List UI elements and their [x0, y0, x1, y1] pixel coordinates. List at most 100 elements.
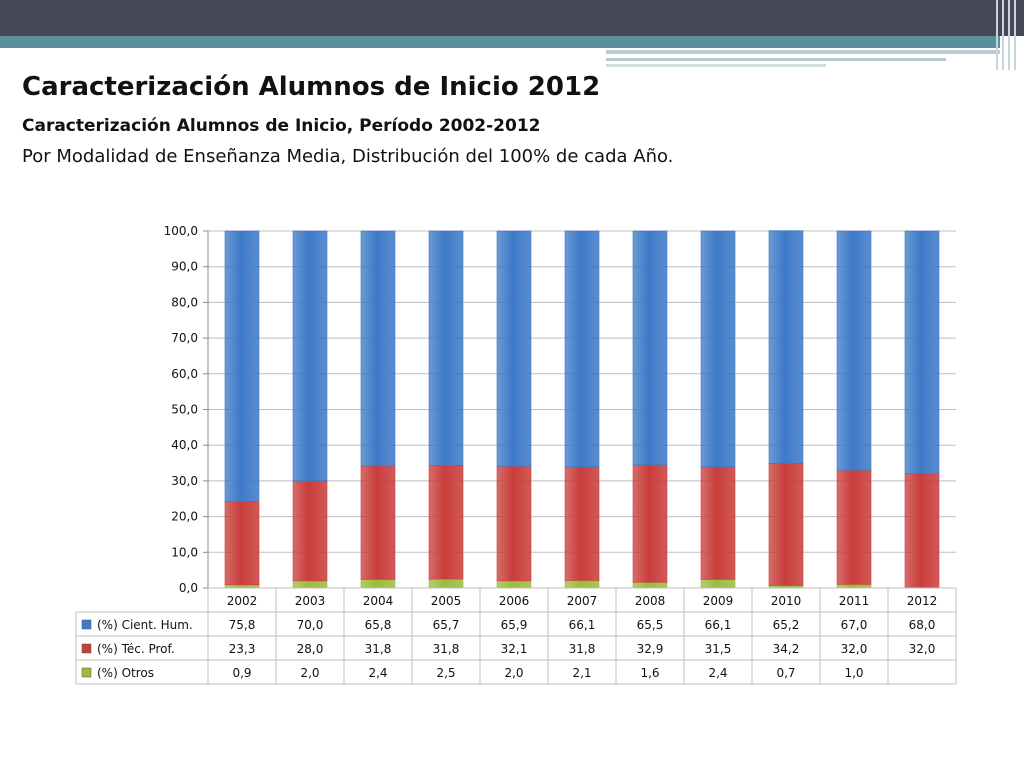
- x-category-label: 2010: [771, 594, 802, 608]
- bar-segment: [428, 230, 464, 466]
- bar-segment: [564, 230, 600, 468]
- bar-segment: [360, 579, 396, 589]
- data-table-value: 31,5: [705, 642, 732, 656]
- legend-swatch: [81, 667, 92, 678]
- bar-segment: [428, 465, 464, 580]
- header-bar: [0, 0, 1024, 36]
- data-table-value: 2,0: [300, 666, 319, 680]
- x-category-label: 2004: [363, 594, 394, 608]
- y-tick-label: 70,0: [171, 331, 198, 345]
- data-table-value: 66,1: [569, 618, 596, 632]
- slide-title: Caracterización Alumnos de Inicio 2012: [22, 72, 601, 102]
- data-table-value: 1,0: [844, 666, 863, 680]
- data-table-value: 75,8: [229, 618, 256, 632]
- corner-decoration: [992, 0, 1024, 70]
- bar-segment: [836, 469, 872, 585]
- bar-segment: [836, 230, 872, 471]
- data-table-value: 2,0: [504, 666, 523, 680]
- accent-stripe: [0, 36, 1000, 48]
- y-tick-label: 100,0: [164, 224, 198, 238]
- bar-segment: [904, 473, 940, 589]
- data-table-value: 65,2: [773, 618, 800, 632]
- bar-segment: [700, 466, 736, 580]
- data-table-value: 2,4: [368, 666, 387, 680]
- x-category-label: 2002: [227, 594, 258, 608]
- bar-segment: [360, 465, 396, 580]
- legend-swatch: [81, 643, 92, 654]
- accent-line: [606, 64, 826, 67]
- legend-series-name: (%) Otros: [97, 666, 154, 680]
- legend-series-name: (%) Téc. Prof.: [97, 642, 175, 656]
- x-category-label: 2003: [295, 594, 326, 608]
- data-table-value: 2,5: [436, 666, 455, 680]
- x-category-label: 2009: [703, 594, 734, 608]
- slide-subtitle: Caracterización Alumnos de Inicio, Perío…: [22, 116, 541, 136]
- bar-segment: [496, 465, 532, 582]
- bar-segment: [904, 230, 940, 475]
- bar-segment: [700, 230, 736, 468]
- bar-segment: [632, 581, 668, 589]
- accent-line: [606, 50, 1000, 54]
- bar-segment: [632, 464, 668, 583]
- bar-segment: [292, 580, 328, 589]
- data-table-value: 31,8: [569, 642, 596, 656]
- data-table-value: 70,0: [297, 618, 324, 632]
- x-category-label: 2012: [907, 594, 938, 608]
- bar-segment: [292, 480, 328, 582]
- data-table-value: 0,7: [776, 666, 795, 680]
- bar-segment: [292, 230, 328, 482]
- y-tick-label: 40,0: [171, 438, 198, 452]
- bar-segment: [564, 580, 600, 589]
- data-table-value: 65,7: [433, 618, 460, 632]
- slide-description: Por Modalidad de Enseñanza Media, Distri…: [22, 146, 674, 167]
- bar-segment: [428, 578, 464, 589]
- bar-segment: [224, 501, 260, 586]
- y-tick-label: 50,0: [171, 403, 198, 417]
- data-table-value: 32,0: [841, 642, 868, 656]
- bar-segment: [360, 230, 396, 467]
- x-category-label: 2006: [499, 594, 530, 608]
- bar-segment: [768, 230, 804, 464]
- data-table-value: 66,1: [705, 618, 732, 632]
- legend-series-name: (%) Cient. Hum.: [97, 618, 193, 632]
- y-tick-label: 90,0: [171, 260, 198, 274]
- bar-segment: [496, 230, 532, 467]
- bar-segment: [700, 579, 736, 589]
- y-tick-label: 10,0: [171, 545, 198, 559]
- data-table-value: 34,2: [773, 642, 800, 656]
- x-category-label: 2005: [431, 594, 462, 608]
- data-table-value: 2,1: [572, 666, 591, 680]
- bar-segment: [564, 466, 600, 581]
- data-table-value: 32,1: [501, 642, 528, 656]
- data-table-value: 32,9: [637, 642, 664, 656]
- data-table-value: 1,6: [640, 666, 659, 680]
- bar-segment: [632, 230, 668, 466]
- y-tick-label: 30,0: [171, 474, 198, 488]
- data-table-value: 28,0: [297, 642, 324, 656]
- data-table-value: 67,0: [841, 618, 868, 632]
- data-table-value: 65,9: [501, 618, 528, 632]
- data-table-value: 2,4: [708, 666, 727, 680]
- bar-segment: [496, 580, 532, 589]
- x-category-label: 2007: [567, 594, 598, 608]
- data-table-value: 32,0: [909, 642, 936, 656]
- data-table-value: 68,0: [909, 618, 936, 632]
- data-table-value: 31,8: [365, 642, 392, 656]
- y-tick-label: 60,0: [171, 367, 198, 381]
- data-table-value: 65,8: [365, 618, 392, 632]
- data-table-value: 0,9: [232, 666, 251, 680]
- y-tick-label: 0,0: [179, 581, 198, 595]
- bar-segment: [224, 230, 260, 502]
- data-table-value: 23,3: [229, 642, 256, 656]
- legend-swatch: [81, 619, 92, 630]
- accent-line: [606, 58, 946, 61]
- x-category-label: 2008: [635, 594, 666, 608]
- bar-segment: [836, 584, 872, 589]
- data-table-value: 65,5: [637, 618, 664, 632]
- data-table-value: 31,8: [433, 642, 460, 656]
- y-tick-label: 20,0: [171, 510, 198, 524]
- x-category-label: 2011: [839, 594, 870, 608]
- bar-segment: [768, 463, 804, 586]
- y-tick-label: 80,0: [171, 295, 198, 309]
